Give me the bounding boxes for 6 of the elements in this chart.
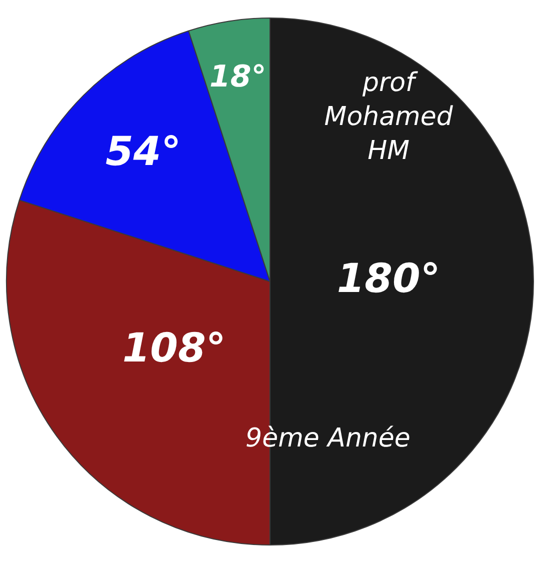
text: 9ème Année — [246, 423, 410, 454]
data-label: 180° — [336, 256, 440, 302]
data-label: 108° — [122, 326, 226, 372]
data-label: 54° — [105, 129, 182, 176]
text: prof Mohamed HM — [324, 68, 454, 166]
data-label: 18° — [209, 59, 266, 94]
